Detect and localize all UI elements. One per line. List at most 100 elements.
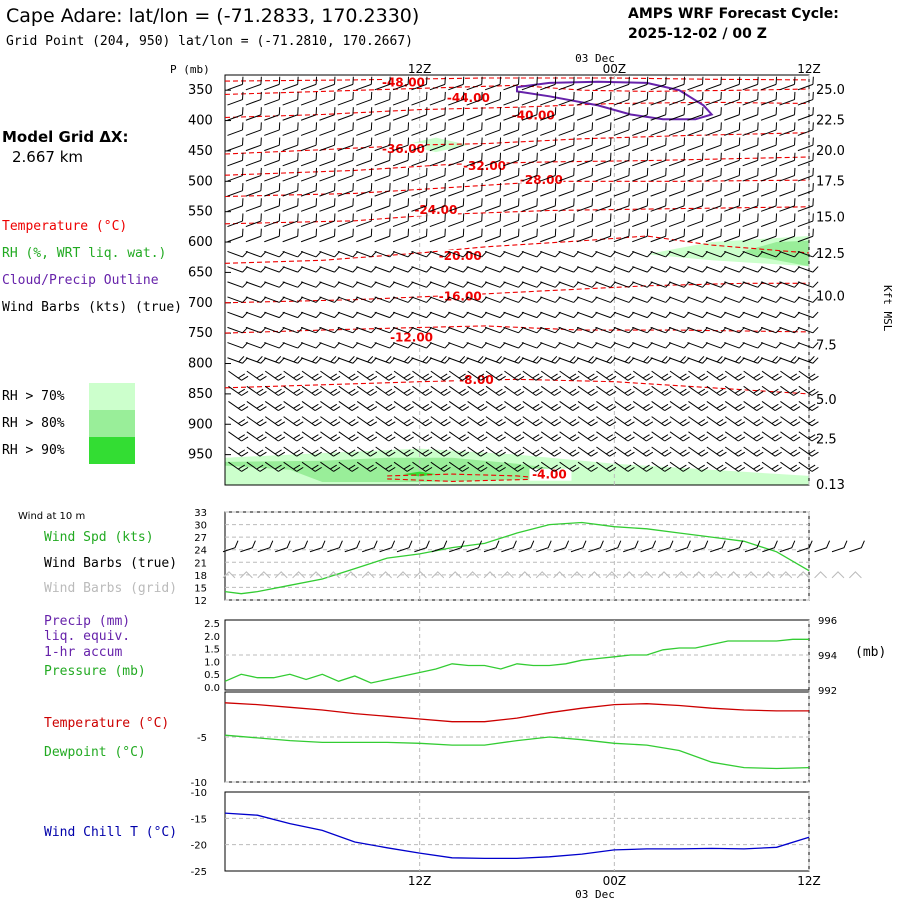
xs-wind-barb bbox=[558, 107, 575, 121]
xs-wind-barb bbox=[448, 416, 470, 427]
xs-wind-barb bbox=[356, 167, 373, 182]
barb-flag bbox=[242, 198, 244, 206]
barb-flag bbox=[554, 375, 562, 381]
barb-flag bbox=[811, 406, 819, 412]
xs-wind-barb bbox=[430, 431, 451, 442]
xs-wind-barb bbox=[484, 107, 502, 121]
barb-flag bbox=[403, 464, 411, 470]
barb-flag bbox=[679, 403, 687, 409]
surface-barb-true bbox=[675, 540, 691, 553]
barb-flag bbox=[517, 466, 525, 472]
barb-shaft bbox=[392, 311, 409, 319]
surface-barb-true bbox=[240, 540, 256, 553]
xs-wind-barb bbox=[300, 296, 322, 303]
barb-flag bbox=[775, 228, 778, 237]
barb-flag bbox=[352, 107, 354, 115]
temp-contour-label-4: -32.00 bbox=[463, 159, 506, 173]
barb-flag bbox=[794, 91, 796, 100]
barb-flag bbox=[366, 449, 374, 455]
barb-shaft bbox=[393, 431, 408, 442]
barb-flag bbox=[775, 167, 778, 176]
barb-flag bbox=[757, 76, 759, 85]
barb-shaft bbox=[337, 83, 354, 91]
barb-flag bbox=[296, 466, 304, 472]
barb-shaft bbox=[688, 431, 702, 442]
barb-flag bbox=[701, 375, 709, 381]
barb-flag bbox=[701, 421, 709, 427]
xs-wind-barb bbox=[576, 198, 594, 212]
barb-flag bbox=[315, 183, 318, 191]
barb-flag bbox=[609, 421, 617, 427]
barb-flag bbox=[757, 122, 759, 130]
xs-wind-barb bbox=[264, 461, 286, 472]
xs-wind-barb bbox=[337, 107, 354, 121]
pressure-label-450: 450 bbox=[188, 144, 213, 159]
barb-flag bbox=[370, 451, 378, 457]
xs-wind-barb bbox=[522, 385, 543, 396]
barb-shaft bbox=[521, 159, 538, 167]
barb-flag bbox=[278, 406, 286, 412]
barb-shaft bbox=[320, 431, 334, 442]
barb-shaft bbox=[540, 83, 556, 91]
top-date-label: 03 Dec bbox=[575, 52, 615, 65]
xs-wind-barb bbox=[264, 152, 281, 167]
barb-shaft bbox=[282, 129, 298, 136]
xs-wind-barb bbox=[356, 311, 377, 319]
barb-shaft bbox=[668, 129, 685, 136]
xs-wind-barb bbox=[650, 281, 672, 288]
barb-shaft bbox=[668, 235, 685, 243]
barb-shaft bbox=[742, 326, 758, 334]
xs-wind-barb bbox=[337, 152, 354, 167]
barb-shaft bbox=[429, 250, 446, 258]
barb-shaft bbox=[429, 296, 446, 303]
barb-shaft bbox=[227, 311, 243, 319]
barb-shaft bbox=[448, 326, 464, 334]
xs-wind-barb bbox=[558, 296, 580, 303]
xs-wind-barb bbox=[632, 137, 649, 152]
xs-wind-barb bbox=[227, 355, 249, 364]
barb-shaft bbox=[743, 370, 758, 381]
xs-wind-barb bbox=[760, 228, 778, 243]
barb-shaft bbox=[467, 385, 482, 396]
barb-shaft bbox=[724, 99, 740, 106]
barb-shaft bbox=[319, 296, 335, 303]
barb-flag bbox=[664, 406, 672, 412]
barb-flag bbox=[757, 213, 759, 222]
xs-wind-barb bbox=[576, 137, 594, 152]
xs-wind-barb bbox=[227, 311, 249, 319]
barb-shaft bbox=[319, 281, 335, 288]
surface-barb-true bbox=[727, 540, 744, 553]
barb-shaft bbox=[743, 401, 758, 411]
barb-shaft bbox=[760, 83, 777, 91]
barb-shaft bbox=[264, 296, 280, 303]
barb-flag bbox=[536, 213, 538, 222]
xs-wind-barb bbox=[705, 91, 722, 106]
barb-flag bbox=[481, 228, 483, 237]
barb-flag bbox=[278, 167, 281, 176]
xs-wind-barb bbox=[540, 76, 557, 91]
xs-wind-barb bbox=[651, 416, 672, 427]
xs-wind-barb bbox=[392, 250, 414, 258]
barb-shaft bbox=[375, 385, 390, 396]
barb-flag bbox=[642, 419, 650, 424]
barb-flag bbox=[443, 451, 451, 457]
xs-wind-barb bbox=[797, 122, 814, 136]
barb-shaft bbox=[429, 99, 446, 106]
barb-flag bbox=[444, 76, 446, 85]
barb-flag bbox=[624, 388, 632, 394]
barb-flag bbox=[498, 436, 506, 442]
xs-wind-barb bbox=[301, 370, 322, 381]
xs-wind-barb bbox=[264, 183, 281, 197]
xs-wind-barb bbox=[338, 416, 359, 427]
barb-flag bbox=[738, 466, 746, 472]
xs-wind-barb bbox=[374, 167, 391, 182]
xs-wind-barb bbox=[356, 385, 378, 396]
xs-wind-barb bbox=[743, 370, 764, 381]
barb-shaft bbox=[411, 159, 427, 167]
barb-shaft bbox=[614, 385, 629, 396]
barb-flag bbox=[587, 403, 595, 409]
barb-flag bbox=[683, 213, 686, 222]
surface-barb-true bbox=[362, 540, 378, 553]
height-label-8: 5.0 bbox=[816, 393, 837, 408]
barb-shaft bbox=[705, 326, 722, 334]
